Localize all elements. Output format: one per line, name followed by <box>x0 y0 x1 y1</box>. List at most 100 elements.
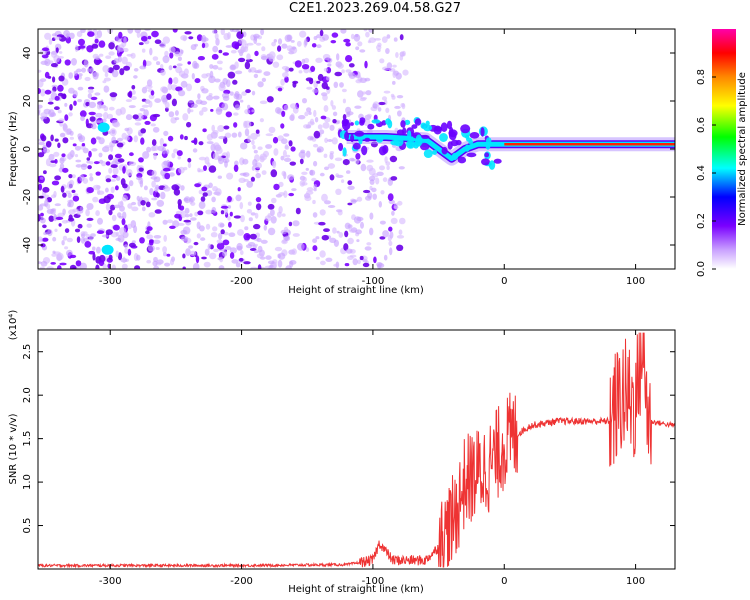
noise-blob <box>379 236 386 240</box>
noise-blob <box>250 132 258 140</box>
noise-blob <box>155 247 160 250</box>
noise-blob <box>197 93 201 100</box>
noise-blob <box>253 37 258 44</box>
noise-blob <box>180 80 188 88</box>
noise-blob <box>108 42 115 50</box>
signal-blob <box>393 137 404 147</box>
noise-blob <box>212 152 219 161</box>
noise-blob <box>386 165 390 171</box>
noise-blob <box>288 140 293 147</box>
noise-blob <box>350 33 355 40</box>
noise-blob <box>82 231 88 236</box>
noise-blob <box>68 32 75 39</box>
noise-blob <box>98 152 103 158</box>
noise-blob <box>382 230 389 238</box>
noise-blob <box>139 237 145 244</box>
noise-blob <box>327 57 333 63</box>
noise-blob <box>52 76 56 83</box>
noise-blob <box>229 211 233 217</box>
noise-blob <box>88 150 92 158</box>
noise-blob <box>178 166 185 174</box>
noise-blob <box>390 217 398 225</box>
noise-blob <box>386 34 391 39</box>
noise-blob <box>376 262 383 267</box>
noise-blob <box>212 130 219 135</box>
noise-blob <box>277 38 283 45</box>
noise-blob <box>320 115 327 120</box>
noise-blob <box>360 163 367 172</box>
noise-blob <box>223 33 230 41</box>
noise-blob <box>330 100 334 107</box>
noise-blob <box>241 91 247 96</box>
signal-blob <box>101 244 114 255</box>
noise-blob <box>272 136 279 144</box>
noise-blob <box>150 90 155 96</box>
noise-blob <box>366 113 372 118</box>
noise-blob <box>261 77 267 82</box>
noise-blob <box>52 236 57 242</box>
noise-blob <box>250 266 258 269</box>
noise-blob <box>80 237 85 244</box>
noise-blob <box>44 89 52 95</box>
noise-blob <box>73 100 77 106</box>
noise-blob <box>68 209 76 215</box>
noise-blob <box>398 229 403 235</box>
noise-blob <box>243 120 248 129</box>
noise-blob <box>59 51 63 54</box>
noise-blob <box>233 93 240 100</box>
noise-blob <box>129 152 134 157</box>
noise-blob <box>340 29 347 34</box>
noise-blob <box>122 256 126 264</box>
noise-blob <box>201 186 208 192</box>
noise-blob <box>345 69 352 73</box>
noise-blob <box>384 156 388 164</box>
signal-blob <box>485 142 491 150</box>
noise-blob <box>354 105 362 109</box>
noise-blob <box>350 199 357 204</box>
noise-blob <box>115 250 120 258</box>
noise-blob <box>319 250 326 258</box>
noise-blob <box>275 107 282 114</box>
noise-blob <box>50 134 54 142</box>
noise-blob <box>309 118 315 125</box>
noise-blob <box>247 135 251 143</box>
noise-blob <box>242 172 250 178</box>
noise-blob <box>186 121 192 128</box>
noise-blob <box>48 153 55 161</box>
noise-blob <box>40 212 44 217</box>
noise-blob <box>283 133 290 137</box>
noise-blob <box>138 157 144 163</box>
snr-series-line <box>38 332 675 569</box>
noise-blob <box>315 57 323 63</box>
noise-blob <box>76 68 82 73</box>
noise-blob <box>136 176 143 181</box>
noise-blob <box>59 163 65 170</box>
noise-blob <box>302 98 307 104</box>
noise-blob <box>147 245 155 252</box>
noise-blob <box>164 172 171 180</box>
noise-blob <box>139 179 144 188</box>
noise-blob <box>103 112 109 120</box>
noise-blob <box>281 65 289 70</box>
noise-blob <box>394 105 401 109</box>
noise-blob <box>166 253 171 257</box>
noise-blob <box>243 233 251 241</box>
noise-blob <box>302 176 307 182</box>
noise-blob <box>54 95 60 101</box>
noise-blob <box>332 227 337 234</box>
noise-blob <box>280 155 285 161</box>
noise-blob <box>233 215 242 219</box>
noise-blob <box>371 187 377 193</box>
signal-blob <box>344 131 350 141</box>
noise-blob <box>72 143 77 147</box>
signal-blob <box>425 120 430 126</box>
noise-blob <box>78 38 85 46</box>
noise-blob <box>315 256 320 260</box>
noise-blob <box>270 169 278 178</box>
noise-blob <box>251 139 255 146</box>
noise-blob <box>163 186 171 192</box>
noise-blob <box>191 140 197 144</box>
noise-blob <box>90 67 94 74</box>
noise-blob <box>322 94 328 101</box>
x-tick-label: -300 <box>99 576 122 587</box>
